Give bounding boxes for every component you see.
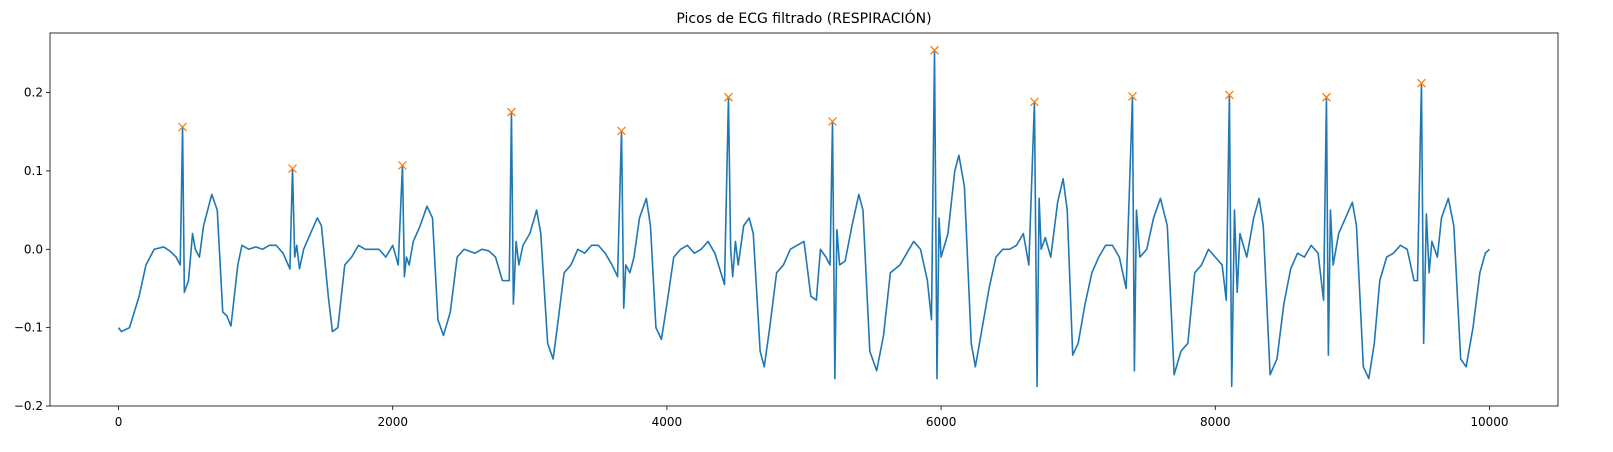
y-tick-label: 0.2 (24, 86, 43, 100)
marker-stroke (930, 45, 939, 55)
marker-stroke (1029, 97, 1039, 107)
chart-title: Picos de ECG filtrado (RESPIRACIÓN) (676, 9, 931, 27)
peak-marker (617, 126, 626, 136)
peak-marker (178, 122, 188, 132)
x-tick-label: 10000 (1470, 415, 1508, 429)
x-tick-label: 8000 (1200, 415, 1231, 429)
peak-marker (828, 117, 837, 127)
marker-stroke (398, 160, 407, 170)
x-tick-label: 2000 (377, 415, 408, 429)
marker-stroke (617, 126, 626, 136)
y-tick-label: −0.1 (14, 321, 43, 335)
marker-stroke (828, 117, 837, 127)
marker-stroke (1417, 78, 1426, 88)
peak-marker (1224, 90, 1234, 100)
marker-stroke (1224, 90, 1234, 100)
y-tick-label: −0.2 (14, 399, 43, 413)
peak-marker (1417, 78, 1426, 88)
y-tick-label: 0.0 (24, 242, 43, 256)
marker-stroke (178, 122, 188, 132)
peak-marker (506, 107, 516, 117)
peak-marker (1128, 92, 1137, 101)
marker-stroke (1128, 92, 1137, 101)
peak-marker (398, 160, 407, 170)
x-tick-label: 0 (115, 415, 123, 429)
x-tick-label: 6000 (926, 415, 957, 429)
peak-marker (930, 45, 939, 55)
peak-marker (1029, 97, 1039, 107)
peak-marker (288, 164, 297, 174)
signal-line (117, 49, 1491, 388)
marker-stroke (724, 92, 733, 102)
peak-marker (724, 92, 733, 102)
peak-marker (1321, 92, 1331, 102)
y-tick-label: 0.1 (24, 164, 43, 178)
marker-stroke (506, 107, 516, 117)
marker-stroke (288, 164, 297, 174)
x-tick-label: 4000 (652, 415, 683, 429)
marker-stroke (1321, 92, 1331, 102)
plot-frame (49, 32, 1559, 407)
